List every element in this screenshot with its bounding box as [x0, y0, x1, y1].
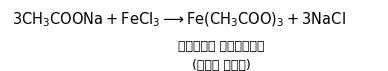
Text: फेरिक एसीटेट: फेरिक एसीटेट — [178, 40, 264, 53]
Text: (लाल रंग): (लाल रंग) — [192, 59, 251, 71]
Text: $\mathrm{3CH_3COONa + FeCl_3 \longrightarrow Fe(CH_3COO)_3 + 3NaCl}$: $\mathrm{3CH_3COONa + FeCl_3 \longrighta… — [12, 11, 345, 29]
